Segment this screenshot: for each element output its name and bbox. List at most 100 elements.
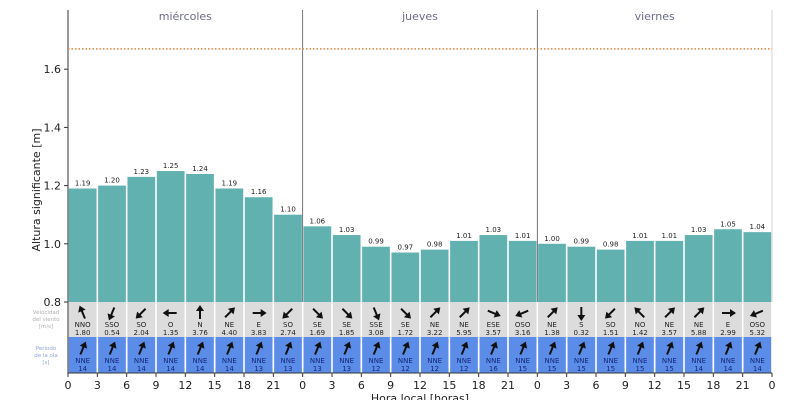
bar [362,246,390,302]
bar [391,252,420,302]
wave-cell [655,337,684,373]
bar-value-label: 1.10 [280,206,296,214]
wave-direction-label: NNE [750,357,765,365]
direction-arrow-icon [343,341,352,355]
x-tick-label: 18 [706,379,720,392]
bar-value-label: 1.19 [222,180,238,188]
wave-cell [98,337,126,373]
wind-speed-label: 5.95 [456,329,472,337]
wave-direction-label: NNE [251,357,266,365]
bar-value-label: 1.03 [486,226,502,234]
direction-arrow-icon [754,341,762,355]
direction-arrow-icon [547,307,558,318]
wind-speed-label: 3.57 [486,329,502,337]
wind-speed-label: 1.38 [544,329,560,337]
x-tick-label: 6 [358,379,365,392]
bar-value-label: 1.06 [310,217,326,225]
wind-row: NNO1.80SSO0.54SO2.04O1.35N3.76NE4.40E3.8… [68,302,772,337]
bar-value-label: 1.01 [662,232,678,240]
bar [244,197,273,302]
wave-row-label: Periodo [36,346,57,352]
wave-period-label: 12 [430,365,439,373]
bar-value-label: 1.20 [104,177,120,185]
wave-period-label: 15 [577,365,586,373]
bar-value-label: 1.03 [691,226,707,234]
bar-value-label: 1.23 [134,168,150,176]
bar [508,240,537,302]
bar-value-label: 1.19 [75,180,91,188]
wave-direction-label: NNE [691,357,706,365]
wind-speed-label: 0.32 [574,329,590,337]
wind-cell [420,302,449,337]
wind-direction-label: NE [430,321,440,329]
wave-direction-label: NNE [427,357,442,365]
direction-arrow-icon [135,308,147,319]
bar [596,249,625,302]
bar [274,214,302,302]
wind-direction-label: NE [547,321,557,329]
x-tick-label: 9 [153,379,160,392]
wind-direction-label: E [726,321,730,329]
direction-arrow-icon [255,341,264,355]
wind-cell [156,302,185,337]
direction-arrow-icon [341,308,353,319]
x-tick-label: 6 [593,379,600,392]
wind-direction-label: S [579,321,584,329]
wave-direction-label: NNE [281,357,296,365]
wind-cell [303,302,332,337]
wave-direction-label: NNE [134,357,149,365]
direction-arrow-icon [578,341,586,355]
x-tick-label: 21 [736,379,750,392]
wave-period-label: 13 [313,365,322,373]
wave-row-label: [s] [42,360,49,366]
direction-arrow-icon [282,308,293,319]
wave-period-label: 15 [606,365,615,373]
direction-arrow-icon [429,307,441,318]
bar-value-label: 1.05 [720,220,736,228]
wind-cell [450,302,478,337]
direction-arrow-icon [79,341,88,355]
wave-direction-label: NNE [75,357,90,365]
bar [684,235,713,302]
bar [655,240,684,302]
wave-period-row: NNE14NNE14NNE14NNE14NNE14NNE14NNE13NNE13… [68,337,772,373]
wave-direction-label: NNE [339,357,354,365]
direction-arrow-icon [519,341,528,355]
wind-direction-label: SO [136,321,146,329]
direction-arrow-icon [605,308,616,319]
wind-cell [127,302,156,337]
direction-arrow-icon [226,341,234,355]
bar [127,176,156,302]
wave-cell [156,337,185,373]
wave-period-label: 16 [489,365,498,373]
wave-cell [332,337,361,373]
wind-speed-label: 3.57 [662,329,678,337]
wave-period-label: 13 [284,365,293,373]
wind-speed-label: 2.74 [280,329,296,337]
wind-speed-label: 1.42 [632,329,648,337]
wind-cell [215,302,244,337]
direction-arrow-icon [460,341,469,355]
direction-arrow-icon [312,308,323,319]
day-labels: miércoles jueves viernes [159,10,675,23]
direction-arrow-icon [487,309,501,318]
wind-cell [362,302,390,337]
wind-speed-label: 4.40 [222,329,238,337]
direction-arrow-icon [167,341,176,355]
direction-arrow-icon [548,341,557,355]
bar [156,171,185,302]
wind-cell [244,302,273,337]
x-tick-label: 6 [123,379,130,392]
bar [714,229,742,302]
x-axis-label: Hora local [horas] [371,392,469,400]
wind-speed-label: 3.16 [515,329,531,337]
direction-arrow-icon [431,341,440,355]
wind-row-label: [m/s] [39,324,53,330]
x-tick-label: 21 [266,379,280,392]
wave-cell [743,337,772,373]
y-tick-label: 0.8 [44,296,62,309]
direction-arrow-icon [490,341,498,355]
bar [538,243,566,302]
wave-cell [479,337,508,373]
direction-arrow-icon [162,309,177,317]
